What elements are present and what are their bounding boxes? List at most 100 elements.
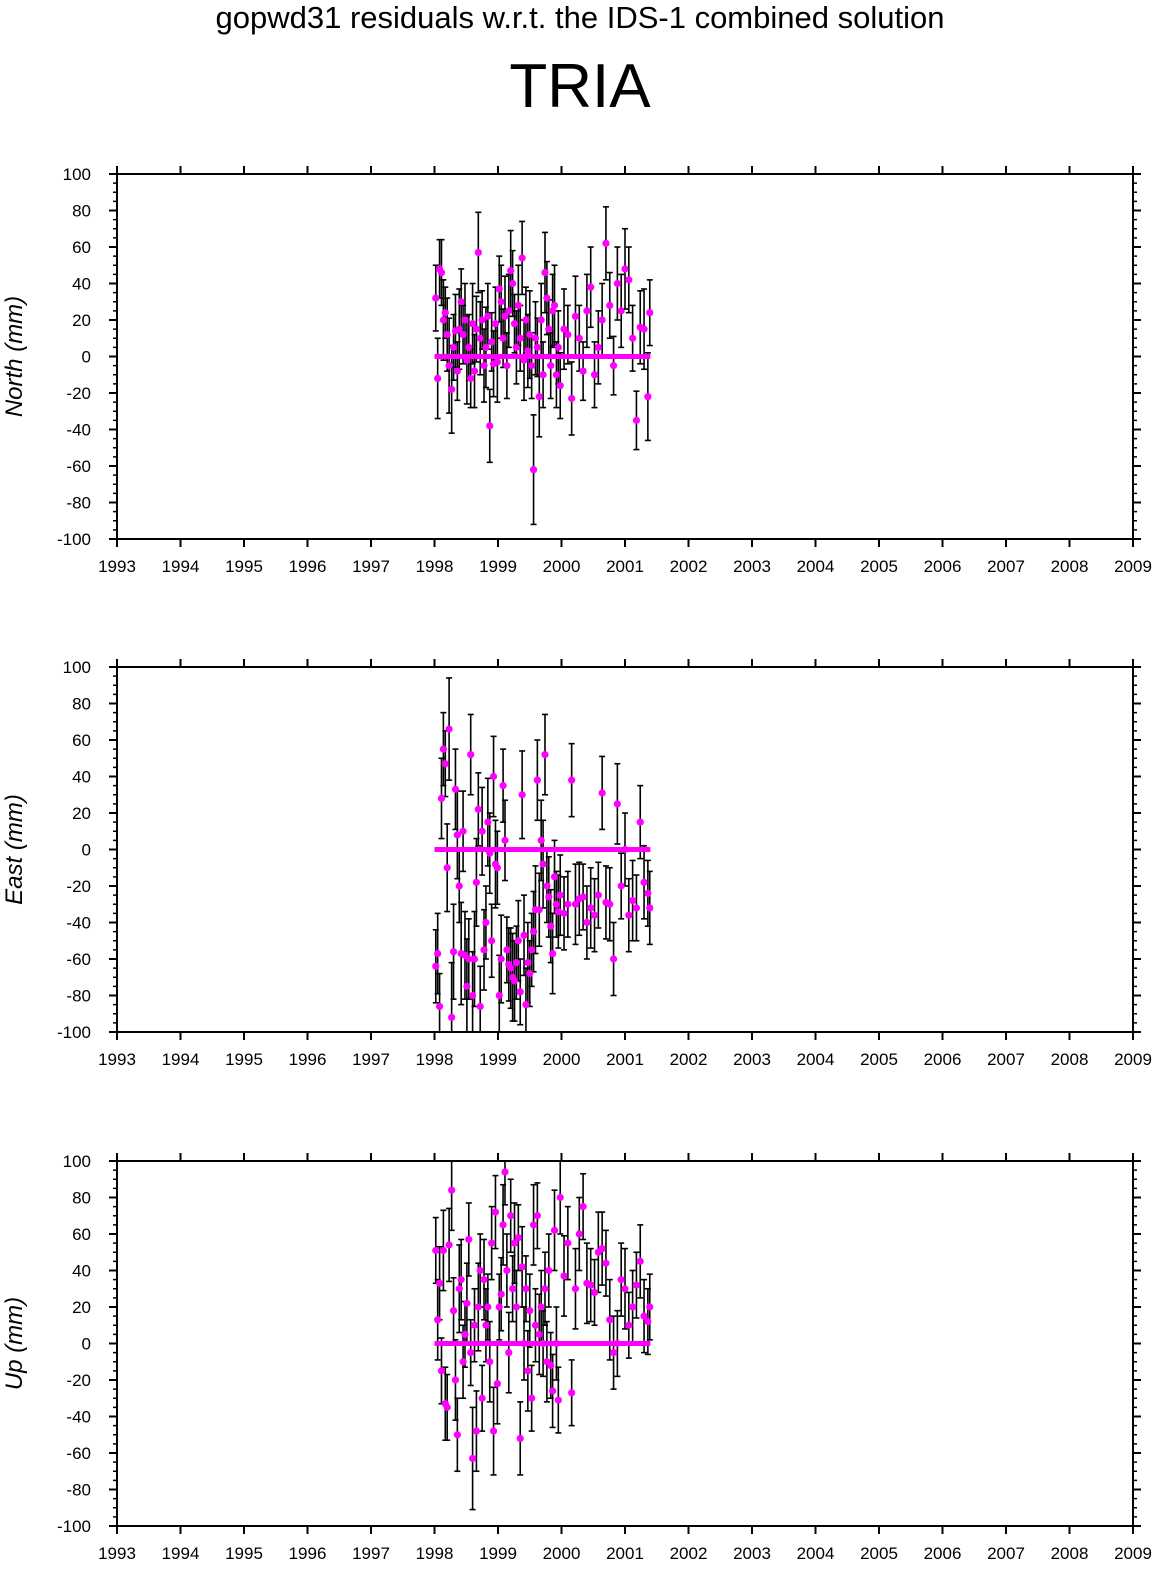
- east-data-point: [469, 991, 477, 1000]
- up-data-point: [556, 1193, 564, 1202]
- north-data-point: [568, 394, 576, 403]
- east-x-tick-label: 2009: [1114, 1050, 1152, 1069]
- up-y-tick-label: 0: [82, 1335, 91, 1354]
- up-data-point: [526, 1307, 534, 1315]
- east-data-point: [434, 949, 442, 958]
- east-data-point: [432, 962, 440, 970]
- north-data-point: [571, 312, 580, 320]
- east-y-tick-label: -60: [66, 950, 91, 969]
- north-data-point: [434, 374, 442, 382]
- north-data-point: [587, 283, 595, 291]
- north-x-tick-label: 2003: [733, 557, 771, 576]
- up-data-point: [560, 1272, 568, 1280]
- east-data-point: [564, 900, 572, 908]
- up-x-tick-label: 1999: [479, 1544, 517, 1563]
- east-data-point: [583, 918, 591, 927]
- east-data-point: [594, 891, 602, 899]
- north-data-point: [632, 416, 641, 424]
- east-data-point: [526, 970, 534, 978]
- north-data-point: [644, 393, 652, 401]
- east-data-point: [598, 789, 606, 797]
- up-data-point: [520, 1339, 528, 1348]
- north-y-tick-label: 60: [72, 238, 91, 257]
- up-data-point: [445, 1241, 453, 1249]
- east-data-point: [499, 782, 507, 790]
- north-data-point: [470, 367, 479, 375]
- up-data-point: [535, 1330, 543, 1338]
- east-x-tick-label: 1997: [352, 1050, 390, 1069]
- east-data-point: [539, 860, 547, 868]
- east-y-tick-label: 60: [72, 731, 91, 750]
- north-panel: 1993 1994 1995 1996 1997 1998 1999 2000 2001 2002…: [1, 165, 1152, 576]
- north-data-point: [613, 279, 621, 288]
- north-x-tick-label: 2009: [1114, 557, 1152, 576]
- up-data-point: [533, 1212, 541, 1220]
- east-data-point: [480, 946, 488, 954]
- north-data-point: [441, 309, 449, 317]
- up-data-point: [484, 1303, 492, 1311]
- east-data-point: [579, 893, 587, 901]
- east-x-tick-label: 2006: [924, 1050, 962, 1069]
- north-data-point: [575, 334, 583, 342]
- east-x-tick-label: 1993: [98, 1050, 136, 1069]
- north-data-point: [518, 254, 526, 262]
- east-data-point: [533, 776, 541, 784]
- up-data-point: [598, 1245, 606, 1253]
- east-data-point: [448, 1013, 456, 1022]
- east-data-point: [503, 946, 511, 954]
- north-data-point: [491, 320, 500, 328]
- east-data-point: [545, 893, 553, 901]
- up-data-point: [514, 1234, 522, 1242]
- up-data-point: [512, 1303, 521, 1311]
- north-data-point: [617, 307, 625, 315]
- north-y-tick-label: -100: [57, 530, 91, 549]
- north-data-point: [531, 334, 540, 342]
- north-x-tick-label: 2004: [797, 557, 835, 576]
- up-data-point: [505, 1349, 513, 1357]
- up-data-point: [482, 1321, 490, 1329]
- north-data-point: [459, 331, 467, 339]
- up-data-point: [439, 1246, 447, 1255]
- north-x-tick-label: 2001: [606, 557, 644, 576]
- east-data-point: [493, 864, 501, 872]
- north-data-point: [535, 393, 543, 401]
- up-data-point: [501, 1168, 509, 1176]
- north-data-point: [524, 347, 532, 355]
- north-data-point: [598, 316, 606, 324]
- east-data-point: [451, 785, 460, 793]
- east-data-point: [467, 751, 475, 759]
- north-data-point: [455, 325, 463, 333]
- east-data-point: [629, 897, 637, 905]
- north-data-point: [445, 362, 453, 370]
- east-data-point: [587, 904, 595, 912]
- up-data-point: [467, 1349, 475, 1357]
- up-data-point: [486, 1358, 494, 1366]
- east-y-tick-label: 40: [72, 768, 91, 787]
- east-data-point: [455, 882, 463, 890]
- up-x-tick-label: 2004: [797, 1544, 835, 1563]
- north-x-tick-label: 2000: [543, 557, 581, 576]
- east-x-tick-label: 1996: [289, 1050, 327, 1069]
- east-data-point: [644, 889, 652, 897]
- north-data-point: [640, 325, 648, 333]
- up-data-point: [552, 1339, 561, 1348]
- north-data-point: [453, 367, 461, 375]
- up-data-point: [575, 1230, 583, 1238]
- north-data-point: [606, 301, 614, 309]
- north-data-point: [437, 268, 446, 277]
- up-data-point: [503, 1266, 511, 1275]
- up-data-point: [488, 1239, 496, 1247]
- east-data-point: [514, 937, 522, 945]
- north-data-point: [541, 268, 549, 277]
- up-data-point: [491, 1208, 500, 1216]
- north-data-point: [537, 316, 545, 324]
- north-data-point: [602, 239, 610, 247]
- east-x-tick-label: 2004: [797, 1050, 835, 1069]
- up-data-point: [518, 1263, 526, 1271]
- north-x-tick-label: 2002: [670, 557, 708, 576]
- east-x-tick-label: 1995: [225, 1050, 263, 1069]
- up-data-point: [493, 1380, 501, 1388]
- east-y-tick-label: 0: [82, 841, 91, 860]
- up-y-axis-label: Up (mm): [1, 1297, 28, 1390]
